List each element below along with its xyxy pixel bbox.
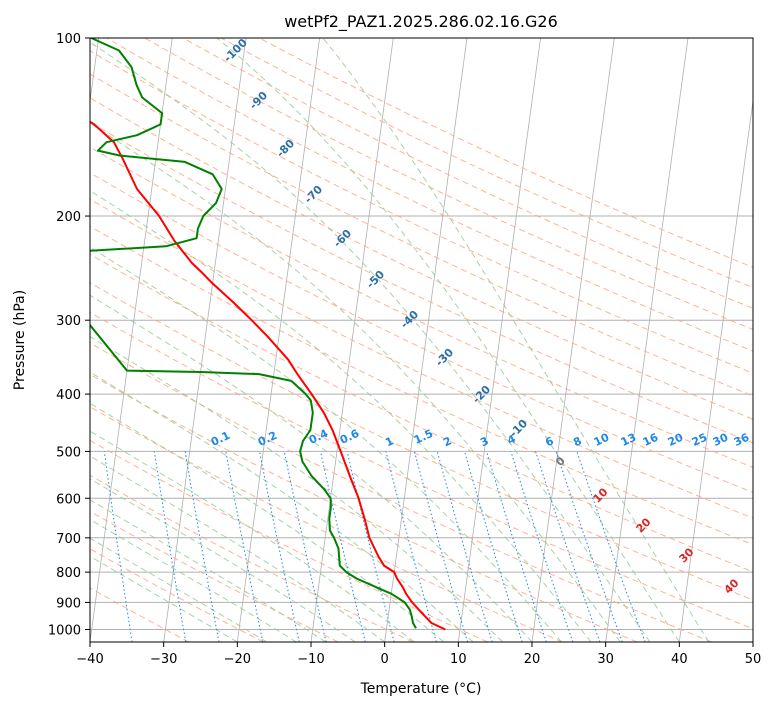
moist-adiabat-line bbox=[90, 455, 385, 642]
mixing-ratio-line bbox=[510, 451, 574, 642]
y-tick-label: 100 bbox=[56, 32, 81, 47]
mixing-ratio-label: 10 bbox=[592, 431, 612, 449]
mixing-ratio-label: 20 bbox=[666, 431, 686, 449]
y-tick-label: 700 bbox=[56, 532, 81, 547]
mixing-ratio-label: 25 bbox=[690, 431, 709, 449]
moist-adiabat-line bbox=[90, 41, 651, 642]
mixing-ratio-line bbox=[576, 451, 646, 642]
dry-adiabat-line bbox=[90, 373, 638, 642]
dry-adiabat-line bbox=[90, 406, 563, 642]
y-tick-label: 600 bbox=[56, 492, 81, 507]
dry-adiabat-line bbox=[90, 97, 753, 420]
y-tick-label: 900 bbox=[56, 596, 81, 611]
dry-adiabat-line bbox=[220, 38, 753, 289]
mixing-ratio-label: 16 bbox=[641, 431, 661, 449]
dry-adiabat-line bbox=[90, 73, 753, 397]
moist-adiabat-line bbox=[90, 294, 533, 642]
moist-adiabat-line bbox=[322, 38, 710, 642]
background-lines bbox=[90, 38, 753, 642]
plot-frame bbox=[89, 37, 754, 643]
x-axis-label: Temperature (°C) bbox=[360, 681, 482, 697]
dry-adiabat-line bbox=[90, 172, 753, 493]
y-tick-label: 1000 bbox=[48, 623, 81, 638]
axis-ticks: −40 −30 −20 −10 0 10 20 30 40 50 100 200 300 400 500 60… bbox=[48, 32, 761, 667]
mixing-ratio-label: 13 bbox=[619, 431, 638, 449]
dry-adiabat-line bbox=[90, 311, 753, 630]
isotherm-line bbox=[90, 38, 173, 642]
moist-adiabat-line bbox=[90, 122, 621, 642]
dry-adiabat-line bbox=[90, 198, 753, 519]
moist-adiabat-line bbox=[90, 537, 268, 642]
mixing-ratio-line bbox=[103, 451, 133, 642]
isotherm-line bbox=[384, 38, 468, 642]
y-tick-label: 200 bbox=[56, 210, 81, 225]
temperature-profile-line bbox=[90, 120, 446, 631]
mixing-ratio-line bbox=[320, 451, 366, 642]
mixing-ratio-line bbox=[259, 451, 300, 642]
moist-adiabat-line bbox=[90, 402, 444, 642]
mixing-ratio-line bbox=[535, 451, 601, 642]
y-axis-label: Pressure (hPa) bbox=[12, 290, 28, 390]
isotherm-line bbox=[531, 38, 615, 642]
sounding-profiles bbox=[90, 38, 446, 631]
x-tick-label: 40 bbox=[671, 652, 688, 667]
mixing-ratio-line bbox=[346, 451, 395, 642]
mixing-ratio-line bbox=[464, 451, 523, 642]
isotherm-line bbox=[678, 98, 753, 642]
mixing-ratio-line bbox=[385, 451, 437, 642]
x-tick-label: −20 bbox=[224, 652, 251, 667]
moist-adiabat-line bbox=[90, 478, 356, 642]
x-tick-label: 30 bbox=[597, 652, 614, 667]
moist-adiabat-line bbox=[90, 555, 238, 642]
dry-adiabat-line bbox=[90, 439, 488, 642]
chart-title: wetPf2_PAZ1.2025.286.02.16.G26 bbox=[284, 12, 558, 32]
mixing-ratio-line bbox=[414, 451, 468, 642]
x-tick-label: 10 bbox=[450, 652, 467, 667]
mixing-ratio-line bbox=[283, 451, 327, 642]
dry-adiabat-line bbox=[90, 510, 339, 642]
y-tick-label: 800 bbox=[56, 566, 81, 581]
x-tick-label: 50 bbox=[745, 652, 762, 667]
moist-adiabat-line bbox=[90, 371, 474, 642]
y-tick-label: 500 bbox=[56, 445, 81, 460]
x-tick-label: −30 bbox=[150, 652, 177, 667]
moist-adiabat-line bbox=[216, 38, 680, 642]
x-tick-label: −10 bbox=[297, 652, 324, 667]
moist-adiabat-line bbox=[90, 190, 592, 642]
dry-adiabat-line bbox=[106, 38, 753, 352]
mixing-ratio-line bbox=[555, 451, 623, 642]
isotherm-line bbox=[605, 38, 689, 642]
moist-adiabat-line bbox=[90, 518, 297, 642]
isotherm-line bbox=[236, 38, 320, 642]
dry-adiabat-line bbox=[90, 548, 264, 642]
mixing-ratio-label: 30 bbox=[711, 431, 731, 449]
x-tick-label: −40 bbox=[76, 652, 103, 667]
mixing-ratio-line bbox=[486, 451, 547, 642]
x-tick-label: 20 bbox=[524, 652, 541, 667]
dewpoint-profile-line bbox=[90, 38, 417, 629]
moist-adiabat-line bbox=[90, 246, 562, 642]
dry-adiabat-line bbox=[144, 38, 753, 331]
dry-adiabat-line bbox=[90, 282, 753, 601]
mixing-ratio-line bbox=[153, 451, 187, 642]
dry-adiabat-line bbox=[90, 253, 753, 573]
mixing-ratio-line bbox=[436, 451, 493, 642]
x-tick-label: 0 bbox=[381, 652, 389, 667]
moist-adiabat-line bbox=[90, 335, 503, 642]
mixing-ratio-label: 36 bbox=[732, 431, 752, 449]
y-tick-label: 400 bbox=[56, 388, 81, 403]
dry-adiabat-line bbox=[90, 342, 712, 642]
plot-area bbox=[90, 38, 753, 642]
y-tick-label: 300 bbox=[56, 314, 81, 329]
isotherm-line bbox=[163, 38, 247, 642]
